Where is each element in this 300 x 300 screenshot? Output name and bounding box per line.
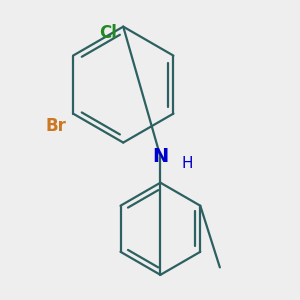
Text: N: N	[152, 147, 169, 166]
Text: H: H	[182, 156, 193, 171]
Text: Cl: Cl	[100, 24, 117, 42]
Text: Br: Br	[46, 117, 67, 135]
